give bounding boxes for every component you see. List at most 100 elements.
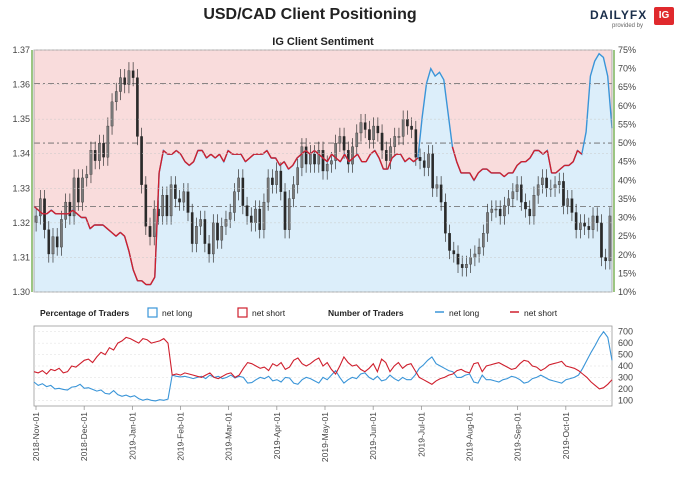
candle-body: [127, 70, 131, 85]
candle-body: [503, 205, 506, 217]
candle: [595, 207, 599, 232]
legend-num-long-label: net long: [449, 308, 480, 318]
candle: [583, 214, 586, 235]
candle: [110, 93, 114, 135]
candle: [347, 141, 350, 173]
candle-body: [482, 233, 485, 248]
price-tick-label: 1.35: [12, 114, 30, 124]
candle: [76, 169, 80, 211]
candle-body: [363, 122, 367, 130]
candle: [519, 176, 523, 211]
candle: [300, 138, 304, 177]
candle: [296, 158, 299, 194]
legend-pct-short-label: net short: [252, 308, 286, 318]
candle: [211, 214, 215, 263]
candle-body: [313, 153, 316, 165]
traders-tick-label: 200: [618, 384, 633, 394]
candle: [600, 214, 603, 267]
candle-body: [161, 195, 164, 217]
candle-body: [372, 125, 375, 141]
traders-tick-label: 700: [618, 327, 633, 337]
candle: [566, 190, 570, 215]
candle: [414, 120, 418, 166]
candle: [334, 134, 337, 170]
candle-body: [123, 77, 127, 85]
candle: [283, 183, 287, 239]
legend-pct-long-swatch: [147, 307, 158, 318]
candle-body: [507, 198, 510, 206]
candle: [304, 138, 308, 173]
candle: [279, 162, 283, 201]
candle-body: [76, 177, 80, 203]
candle-body: [136, 77, 139, 137]
candle-body: [347, 150, 350, 165]
candle: [536, 176, 540, 204]
candle: [190, 203, 194, 253]
sentiment-panel: IG Client Sentiment 1.30 1.31 1.32 1.33 1.34 1…: [12, 36, 636, 318]
sentiment-title: IG Client Sentiment: [272, 36, 374, 48]
traders-tick-label: 400: [618, 361, 633, 371]
traders-tick-label: 100: [618, 395, 633, 405]
candle-body: [355, 132, 359, 147]
candle-body: [317, 150, 321, 165]
price-tick-label: 1.36: [12, 80, 30, 90]
candle-body: [566, 198, 570, 206]
candle: [532, 186, 536, 225]
candle: [186, 183, 190, 222]
candle-body: [422, 160, 426, 168]
candle-body: [241, 177, 245, 206]
candle-body: [64, 201, 67, 220]
candle-body: [494, 208, 498, 211]
legend-pct-short-swatch: [237, 307, 248, 318]
candle-body: [587, 226, 591, 230]
candle-body: [110, 101, 114, 127]
price-tick-label: 1.30: [12, 287, 30, 297]
candle-body: [498, 208, 502, 217]
candle-body: [452, 250, 456, 255]
candle-body: [89, 150, 93, 175]
candle: [220, 217, 224, 249]
candle-body: [182, 191, 186, 203]
pct-tick-label: 10%: [618, 287, 636, 297]
candle-body: [557, 181, 561, 185]
candle: [241, 169, 245, 215]
candle: [579, 214, 582, 239]
candle-body: [262, 201, 266, 230]
candle-body: [325, 163, 329, 172]
candle-body: [178, 198, 181, 203]
date-tick-label: 2019-Jul-01: [416, 412, 426, 457]
legend-num-title: Number of Traders: [328, 308, 404, 318]
candle-body: [431, 153, 435, 189]
candle-body: [254, 208, 257, 224]
candle-body: [287, 198, 291, 230]
candle: [55, 228, 59, 256]
candle: [574, 203, 578, 239]
pct-tick-label: 55%: [618, 119, 636, 129]
candle: [351, 138, 354, 173]
candle: [376, 117, 380, 142]
candle: [85, 165, 89, 187]
date-tick-label: 2019-Apr-01: [272, 412, 282, 460]
candle-body: [283, 191, 287, 230]
candle: [435, 176, 439, 197]
candle-body: [511, 191, 515, 199]
candle: [131, 62, 135, 87]
candle-body: [296, 167, 299, 185]
candle: [102, 134, 105, 166]
candle: [51, 228, 55, 263]
legend-pct-long-label: net long: [162, 308, 193, 318]
candle-body: [140, 136, 143, 185]
candle: [161, 186, 164, 225]
candle-body: [477, 246, 481, 255]
date-tick-label: 2019-Jan-01: [127, 412, 137, 460]
candle: [178, 190, 181, 211]
traders-tick-label: 500: [618, 350, 633, 360]
candle-body: [418, 157, 422, 161]
candle-body: [190, 212, 194, 244]
candle-body: [203, 219, 207, 244]
candle-body: [39, 198, 42, 217]
candle-body: [439, 184, 443, 203]
candle: [317, 141, 321, 173]
pct-tick-label: 65%: [618, 82, 636, 92]
